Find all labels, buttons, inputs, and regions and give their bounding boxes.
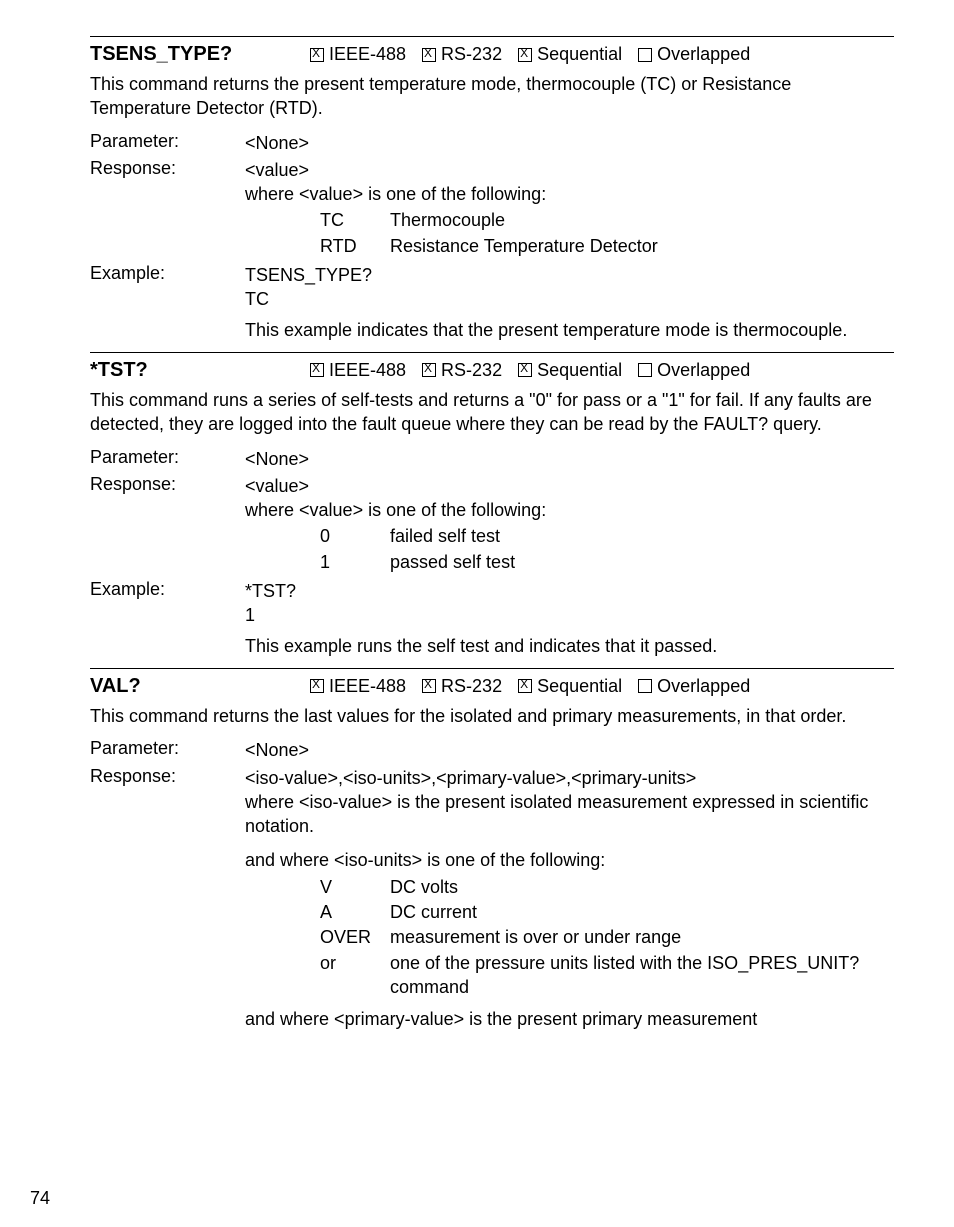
cmd-name: *TST? <box>90 359 310 382</box>
cmd-name: VAL? <box>90 675 310 698</box>
cmd-description: This command returns the last values for… <box>90 704 894 728</box>
item-val: Thermocouple <box>390 208 894 232</box>
response-items: 0failed self test 1passed self test <box>320 524 894 574</box>
checkbox-icon <box>422 679 436 693</box>
example-label: Example: <box>90 579 245 600</box>
checkbox-icon <box>518 48 532 62</box>
item-key: 0 <box>320 524 390 548</box>
flag-label: IEEE-488 <box>329 676 406 697</box>
example-cmd: TSENS_TYPE? <box>245 263 894 287</box>
cmd-description: This command returns the present tempera… <box>90 72 894 121</box>
checkbox-icon <box>638 363 652 377</box>
cmd-head: VAL? IEEE-488 RS-232 Sequential Overlapp… <box>90 675 894 698</box>
example-out: TC <box>245 287 894 311</box>
item-key: TC <box>320 208 390 232</box>
flag-label: Sequential <box>537 360 622 381</box>
flag-row: IEEE-488 RS-232 Sequential Overlapped <box>310 360 750 381</box>
example-label: Example: <box>90 263 245 284</box>
item-key: or <box>320 951 390 1000</box>
flag-label: Overlapped <box>657 44 750 65</box>
example-note: This example indicates that the present … <box>245 318 894 342</box>
example-cmd: *TST? <box>245 579 894 603</box>
parameter-value: <None> <box>245 131 894 155</box>
item-key: V <box>320 875 390 899</box>
response-label: Response: <box>90 158 245 179</box>
flag-label: Overlapped <box>657 676 750 697</box>
flag-row: IEEE-488 RS-232 Sequential Overlapped <box>310 44 750 65</box>
item-key: A <box>320 900 390 924</box>
flag-label: Sequential <box>537 676 622 697</box>
response-where: where <value> is one of the following: <box>245 498 894 522</box>
units-intro: and where <iso-units> is one of the foll… <box>245 848 894 872</box>
flag-label: RS-232 <box>441 360 502 381</box>
flag-label: RS-232 <box>441 44 502 65</box>
checkbox-icon <box>422 48 436 62</box>
checkbox-icon <box>518 679 532 693</box>
primary-intro: and where <primary-value> is the present… <box>245 1007 894 1031</box>
item-val: Resistance Temperature Detector <box>390 234 894 258</box>
section-tst: *TST? IEEE-488 RS-232 Sequential Overlap… <box>90 352 894 658</box>
checkbox-icon <box>638 679 652 693</box>
item-val: failed self test <box>390 524 894 548</box>
parameter-label: Parameter: <box>90 131 245 152</box>
parameter-label: Parameter: <box>90 738 245 759</box>
response-label: Response: <box>90 474 245 495</box>
flag-label: Overlapped <box>657 360 750 381</box>
flag-label: IEEE-488 <box>329 360 406 381</box>
response-items: TCThermocouple RTDResistance Temperature… <box>320 208 894 258</box>
checkbox-icon <box>518 363 532 377</box>
item-val: measurement is over or under range <box>390 925 894 949</box>
item-val: one of the pressure units listed with th… <box>390 951 894 1000</box>
checkbox-icon <box>310 679 324 693</box>
example-note: This example runs the self test and indi… <box>245 634 894 658</box>
response-line2: where <iso-value> is the present isolate… <box>245 790 894 839</box>
item-key: OVER <box>320 925 390 949</box>
parameter-value: <None> <box>245 738 894 762</box>
parameter-value: <None> <box>245 447 894 471</box>
response-where: where <value> is one of the following: <box>245 182 894 206</box>
checkbox-icon <box>310 48 324 62</box>
flag-row: IEEE-488 RS-232 Sequential Overlapped <box>310 676 750 697</box>
item-val: DC volts <box>390 875 894 899</box>
parameter-label: Parameter: <box>90 447 245 468</box>
cmd-name: TSENS_TYPE? <box>90 43 310 66</box>
cmd-description: This command runs a series of self-tests… <box>90 388 894 437</box>
item-key: 1 <box>320 550 390 574</box>
checkbox-icon <box>638 48 652 62</box>
flag-label: RS-232 <box>441 676 502 697</box>
flag-label: IEEE-488 <box>329 44 406 65</box>
cmd-head: *TST? IEEE-488 RS-232 Sequential Overlap… <box>90 359 894 382</box>
item-key: RTD <box>320 234 390 258</box>
flag-label: Sequential <box>537 44 622 65</box>
response-value: <value> <box>245 474 894 498</box>
example-out: 1 <box>245 603 894 627</box>
units-items: VDC volts ADC current OVERmeasurement is… <box>320 875 894 999</box>
response-value: <value> <box>245 158 894 182</box>
page-number: 74 <box>30 1188 50 1209</box>
response-line1: <iso-value>,<iso-units>,<primary-value>,… <box>245 766 894 790</box>
section-tsens: TSENS_TYPE? IEEE-488 RS-232 Sequential O… <box>90 36 894 342</box>
response-label: Response: <box>90 766 245 787</box>
item-val: DC current <box>390 900 894 924</box>
cmd-head: TSENS_TYPE? IEEE-488 RS-232 Sequential O… <box>90 43 894 66</box>
checkbox-icon <box>310 363 324 377</box>
checkbox-icon <box>422 363 436 377</box>
section-val: VAL? IEEE-488 RS-232 Sequential Overlapp… <box>90 668 894 1032</box>
item-val: passed self test <box>390 550 894 574</box>
